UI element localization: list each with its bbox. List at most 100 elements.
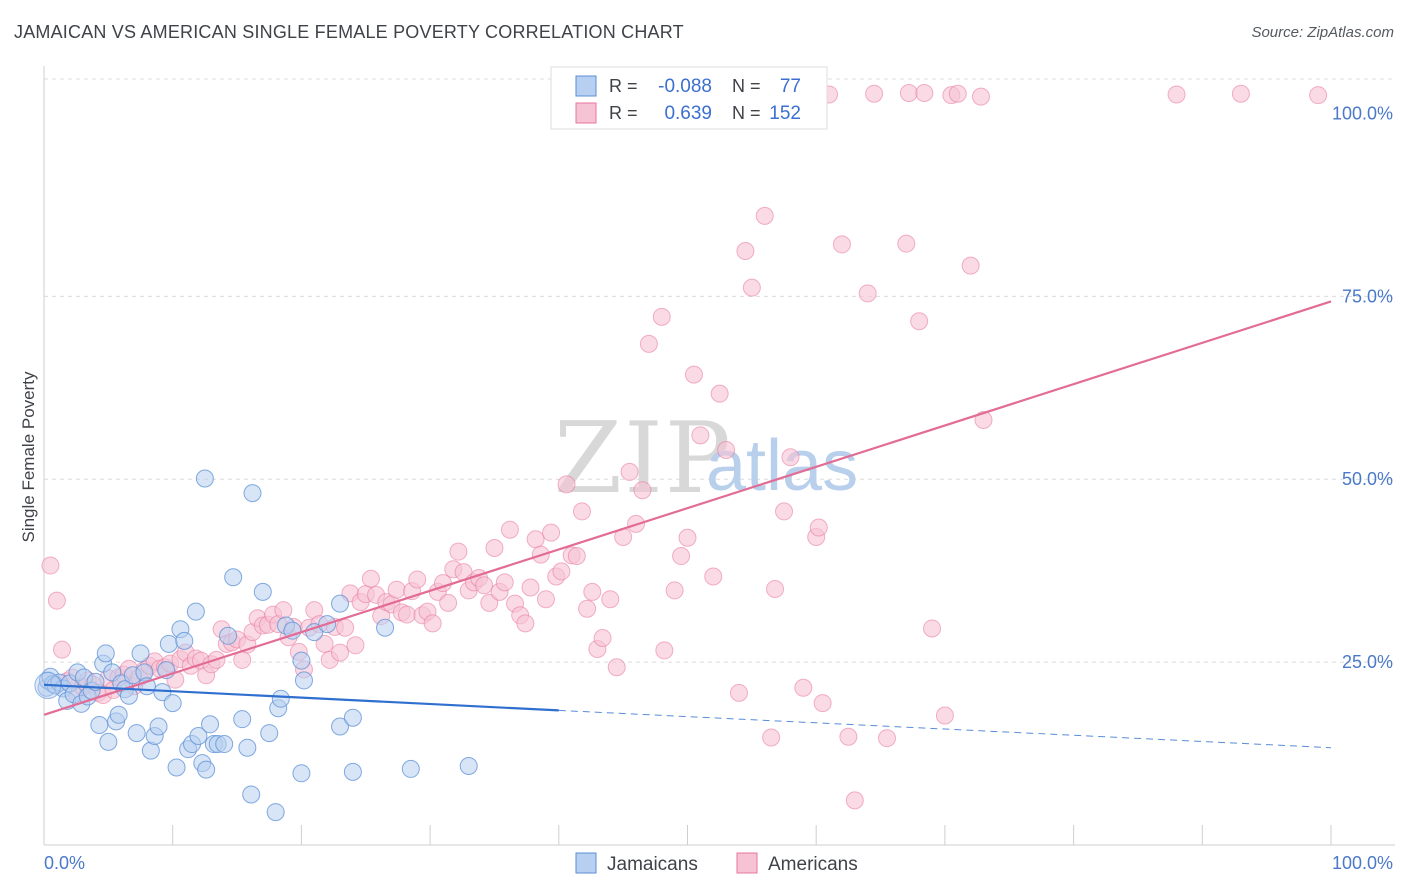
y-tick-label: 75.0% xyxy=(1342,286,1393,306)
american-point xyxy=(899,83,918,102)
y-tick-label: 25.0% xyxy=(1342,652,1393,672)
jamaican-point xyxy=(219,626,238,645)
legend-r-value-2: 0.639 xyxy=(664,103,712,124)
american-point xyxy=(813,694,832,713)
y-tick-labels: 25.0% 50.0% 75.0% 100.0% xyxy=(1332,103,1393,672)
legend-r-label-1: R = xyxy=(609,76,638,96)
american-point xyxy=(397,605,416,624)
american-point xyxy=(775,502,794,521)
jamaican-point xyxy=(197,760,216,779)
american-point xyxy=(274,601,293,620)
jamaican-point xyxy=(109,705,128,724)
y-tick-label: 100.0% xyxy=(1332,103,1393,123)
american-point xyxy=(678,528,697,547)
american-point xyxy=(607,658,626,677)
x-tick-label: 100.0% xyxy=(1332,853,1393,873)
american-point xyxy=(755,206,774,225)
american-point xyxy=(781,448,800,467)
american-point xyxy=(794,678,813,697)
american-point xyxy=(858,284,877,303)
x-tick-labels: 0.0% 100.0% xyxy=(44,853,1393,873)
jamaican-point xyxy=(283,621,302,640)
chart-title: JAMAICAN VS AMERICAN SINGLE FEMALE POVER… xyxy=(14,22,684,42)
jamaican-point xyxy=(243,484,262,503)
american-point xyxy=(521,578,540,597)
jamaican-point xyxy=(201,715,220,734)
jamaican-point xyxy=(331,717,350,736)
series-legend: Jamaicans Americans xyxy=(575,852,858,875)
legend-n-value-1: 77 xyxy=(780,76,801,97)
legend-n-label-1: N = xyxy=(732,76,761,96)
legend-swatch-jamaicans-bottom xyxy=(575,852,597,874)
axes xyxy=(43,66,1395,846)
american-point xyxy=(633,481,652,500)
american-point xyxy=(449,542,468,561)
y-tick-label: 50.0% xyxy=(1342,469,1393,489)
americans-trend-line xyxy=(43,300,1332,716)
american-point xyxy=(331,643,350,662)
chart-source: Source: ZipAtlas.com xyxy=(1251,24,1394,41)
american-point xyxy=(1309,86,1328,105)
legend-swatch-americans-bottom xyxy=(736,852,758,874)
jamaican-point xyxy=(189,727,208,746)
jamaicans-trend-line xyxy=(43,683,559,712)
american-point xyxy=(361,569,380,588)
american-point xyxy=(742,278,761,297)
jamaican-point xyxy=(305,623,324,642)
american-point xyxy=(439,593,458,612)
american-point xyxy=(865,84,884,103)
jamaican-point xyxy=(90,716,109,735)
american-point xyxy=(639,334,658,353)
american-point xyxy=(684,365,703,384)
jamaican-point xyxy=(253,582,272,601)
american-point xyxy=(877,729,896,748)
american-point xyxy=(578,599,597,618)
american-point xyxy=(408,570,427,589)
american-point xyxy=(552,562,571,581)
american-point xyxy=(542,523,561,542)
watermark: ZIP atlas xyxy=(554,402,858,516)
legend-swatch-americans xyxy=(575,102,597,124)
american-point xyxy=(41,556,60,575)
american-point xyxy=(971,87,990,106)
american-point xyxy=(935,706,954,725)
jamaican-point xyxy=(215,735,234,754)
legend-n-label-2: N = xyxy=(732,103,761,123)
american-point xyxy=(1167,85,1186,104)
american-point xyxy=(475,576,494,595)
jamaicans-trend-extension xyxy=(558,709,1332,749)
american-point xyxy=(961,256,980,275)
x-tick-label: 0.0% xyxy=(44,853,85,873)
jamaican-point xyxy=(96,644,115,663)
jamaican-point xyxy=(131,644,150,663)
american-point xyxy=(601,590,620,609)
american-point xyxy=(1231,84,1250,103)
american-point xyxy=(717,440,736,459)
american-point xyxy=(736,241,755,260)
jamaican-point xyxy=(163,694,182,713)
american-point xyxy=(583,582,602,601)
american-point xyxy=(423,614,442,633)
jamaican-point xyxy=(127,724,146,743)
american-point xyxy=(495,573,514,592)
american-point xyxy=(704,567,723,586)
jamaican-point xyxy=(149,717,168,736)
american-point xyxy=(923,619,942,638)
american-point xyxy=(336,618,355,637)
american-point xyxy=(500,520,519,539)
jamaican-point xyxy=(260,724,279,743)
american-point xyxy=(387,580,406,599)
american-point xyxy=(691,426,710,445)
american-point xyxy=(480,593,499,612)
american-point xyxy=(665,581,684,600)
y-axis-title: Single Female Poverty xyxy=(19,371,38,543)
jamaican-point xyxy=(186,602,205,621)
american-point xyxy=(536,590,555,609)
american-point xyxy=(710,384,729,403)
jamaican-point xyxy=(167,758,186,777)
american-point xyxy=(897,234,916,253)
american-point xyxy=(485,538,504,557)
american-point xyxy=(567,547,586,566)
american-point xyxy=(516,614,535,633)
